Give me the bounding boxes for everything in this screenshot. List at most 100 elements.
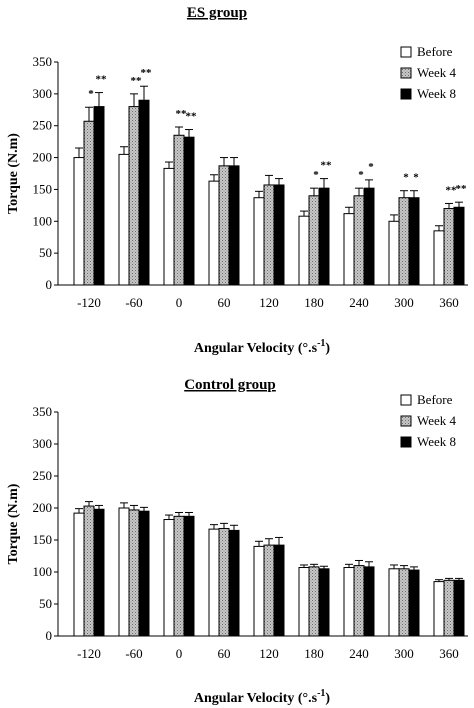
y-tick-label: 300 xyxy=(33,86,53,101)
y-tick-label: 150 xyxy=(33,181,53,196)
x-axis-label-end: ) xyxy=(325,691,330,706)
bar-before xyxy=(253,197,265,286)
y-tick-label: 250 xyxy=(33,468,53,483)
y-tick-label: 50 xyxy=(39,245,52,260)
x-tick-label: 120 xyxy=(259,646,279,661)
y-tick-label: 350 xyxy=(33,54,53,69)
bar-week-4 xyxy=(263,184,275,286)
y-tick-label: 50 xyxy=(39,596,52,611)
x-tick-label: 240 xyxy=(349,295,369,310)
x-tick-label: 180 xyxy=(304,646,324,661)
chart-title: ES group xyxy=(187,5,247,21)
y-tick-label: 350 xyxy=(33,404,53,419)
legend-swatch xyxy=(400,436,412,448)
significance-marker: ** xyxy=(321,160,333,172)
bar-before xyxy=(208,180,220,286)
legend-swatch xyxy=(400,415,412,427)
significance-marker: * xyxy=(368,161,374,173)
x-tick-label: 240 xyxy=(349,646,369,661)
bar-before xyxy=(298,567,310,637)
bar-week-4 xyxy=(218,527,230,637)
y-tick-label: 0 xyxy=(46,628,53,643)
legend-label: Before xyxy=(417,44,453,59)
bar-before xyxy=(343,213,355,286)
bar-week-4 xyxy=(218,165,230,286)
bar-week-4 xyxy=(353,195,365,286)
x-tick-label: 300 xyxy=(394,646,414,661)
bar-week-4 xyxy=(128,106,140,286)
chart-title: Control group xyxy=(184,377,276,393)
bar-week-8 xyxy=(408,197,420,286)
x-axis-label: Angular Velocity (°.s-1) xyxy=(194,338,331,356)
bar-week-4 xyxy=(308,195,320,286)
x-tick-label: 300 xyxy=(394,295,414,310)
legend-label: Before xyxy=(417,392,453,407)
bar-week-8 xyxy=(183,136,195,286)
bar-week-8 xyxy=(273,184,285,286)
y-tick-label: 200 xyxy=(33,500,53,515)
x-axis-label-end: ) xyxy=(325,341,330,356)
bar-before xyxy=(118,507,130,637)
bar-before xyxy=(343,567,355,637)
y-tick-label: 0 xyxy=(46,277,53,292)
bar-week-8 xyxy=(228,165,240,286)
x-tick-label: 0 xyxy=(176,646,183,661)
y-tick-label: 250 xyxy=(33,118,53,133)
bar-week-8 xyxy=(408,569,420,637)
y-tick-label: 100 xyxy=(33,213,53,228)
x-tick-label: 0 xyxy=(176,295,183,310)
bar-week-4 xyxy=(398,568,410,637)
x-tick-label: 360 xyxy=(439,646,459,661)
significance-marker: ** xyxy=(446,184,458,196)
chart-1: ES group 0 50 100 150 200 250 300 350 Torque (N.m… xyxy=(6,5,468,356)
x-tick-label: -120 xyxy=(77,295,101,310)
legend-swatch xyxy=(400,394,412,406)
significance-marker: ** xyxy=(141,67,153,79)
x-tick-label: 120 xyxy=(259,295,279,310)
bar-week-8 xyxy=(318,568,330,637)
bar-before xyxy=(388,568,400,637)
bar-before xyxy=(433,581,445,637)
x-tick-label: 360 xyxy=(439,295,459,310)
significance-marker: ** xyxy=(456,183,468,195)
bar-week-8 xyxy=(138,510,150,637)
significance-marker: ** xyxy=(186,111,198,123)
bar-week-4 xyxy=(83,505,95,637)
bar-before xyxy=(298,215,310,286)
significance-marker: * xyxy=(88,88,94,100)
legend-label: Week 8 xyxy=(417,434,456,449)
chart-2: Control group 0 50 100 150 200 250 300 350 Torque… xyxy=(6,377,468,706)
x-axis-label-main: Angular Velocity (°.s xyxy=(194,691,318,706)
bar-week-4 xyxy=(443,208,455,286)
legend-label: Week 8 xyxy=(417,86,456,101)
bar-week-8 xyxy=(93,508,105,637)
x-axis-label-sup: -1 xyxy=(317,688,325,699)
bar-before xyxy=(388,220,400,286)
legend: Before Week 4 Week 8 xyxy=(400,392,457,449)
bar-week-8 xyxy=(183,515,195,637)
bar-week-8 xyxy=(138,99,150,286)
significance-marker: ** xyxy=(176,108,188,120)
significance-marker: * xyxy=(413,172,419,184)
bar-week-8 xyxy=(453,579,465,637)
significance-marker: ** xyxy=(96,74,108,86)
bar-week-8 xyxy=(363,566,375,637)
bar-week-8 xyxy=(228,529,240,637)
bar-week-4 xyxy=(443,579,455,637)
significance-marker: * xyxy=(358,169,364,181)
bar-before xyxy=(118,153,130,286)
legend-swatch xyxy=(400,46,412,58)
bar-week-8 xyxy=(273,544,285,637)
x-tick-label: 180 xyxy=(304,295,324,310)
x-tick-label: -60 xyxy=(125,295,142,310)
significance-marker: * xyxy=(403,172,409,184)
y-axis-label: Torque (N.m) xyxy=(6,133,21,214)
bar-week-4 xyxy=(398,197,410,286)
y-axis-label: Torque (N.m) xyxy=(6,483,21,564)
bar-week-4 xyxy=(353,565,365,637)
y-tick-label: 300 xyxy=(33,436,53,451)
y-tick-label: 150 xyxy=(33,532,53,547)
bar-before xyxy=(73,512,85,637)
bar-week-4 xyxy=(263,544,275,637)
